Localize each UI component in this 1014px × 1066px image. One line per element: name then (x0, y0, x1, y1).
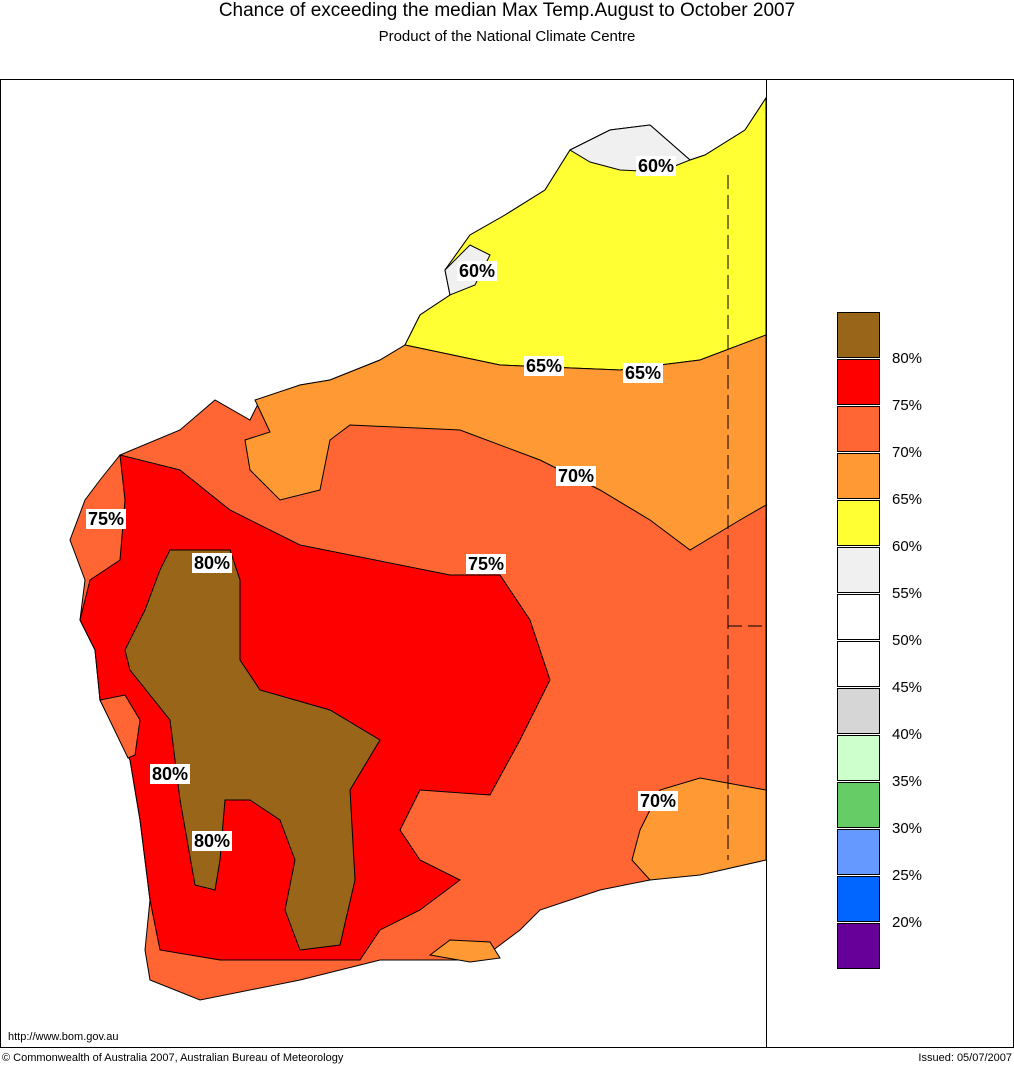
legend-swatch (837, 782, 880, 828)
legend-swatch (837, 923, 880, 969)
legend-label: 25% (892, 867, 923, 884)
map-label: 65% (623, 363, 664, 383)
map-subtitle: Product of the National Climate Centre (378, 28, 636, 45)
legend-label: 65% (892, 491, 923, 508)
legend-label: 35% (892, 773, 923, 790)
region-80-plus (124, 549, 381, 951)
legend-label: 80% (892, 350, 923, 367)
state-border (727, 175, 766, 860)
legend-label: 75% (892, 397, 923, 414)
region-65-70-south (428, 939, 501, 963)
legend-swatch (837, 735, 880, 781)
legend-swatch (837, 829, 880, 875)
legend-label: 30% (892, 820, 923, 837)
legend-swatch (837, 359, 880, 405)
map-label: 60% (457, 261, 498, 281)
map-label: 80% (150, 764, 191, 784)
legend-label: 50% (892, 632, 923, 649)
legend-swatch (837, 594, 880, 640)
map-label: 65% (524, 356, 565, 376)
legend-label: 55% (892, 585, 923, 602)
region-65-70 (244, 334, 766, 551)
legend-swatch (837, 312, 880, 358)
legend-swatch (837, 547, 880, 593)
legend-swatch (837, 453, 880, 499)
map-label: 70% (556, 466, 597, 486)
map-title: Chance of exceeding the median Max Temp.… (218, 0, 796, 21)
legend-label: 45% (892, 679, 923, 696)
source-url: http://www.bom.gov.au (8, 1031, 119, 1043)
legend-swatch (837, 500, 880, 546)
map-legend-divider (766, 79, 767, 1047)
legend-label: 60% (892, 538, 923, 555)
legend-swatch (837, 876, 880, 922)
region-70-75-coast (99, 694, 141, 759)
issued-date: Issued: 05/07/2007 (918, 1052, 1012, 1064)
map-label: 60% (636, 156, 677, 176)
map-label: 70% (638, 791, 679, 811)
map-label: 75% (86, 509, 127, 529)
region-60-65 (404, 97, 766, 371)
legend-label: 70% (892, 444, 923, 461)
legend-swatch (837, 688, 880, 734)
map-label: 80% (192, 831, 233, 851)
map-label: 75% (466, 554, 507, 574)
copyright: © Commonwealth of Australia 2007, Austra… (2, 1052, 344, 1064)
map-label: 80% (192, 553, 233, 573)
legend-swatch (837, 641, 880, 687)
legend-swatch (837, 406, 880, 452)
legend-label: 20% (892, 914, 923, 931)
legend-label: 40% (892, 726, 923, 743)
